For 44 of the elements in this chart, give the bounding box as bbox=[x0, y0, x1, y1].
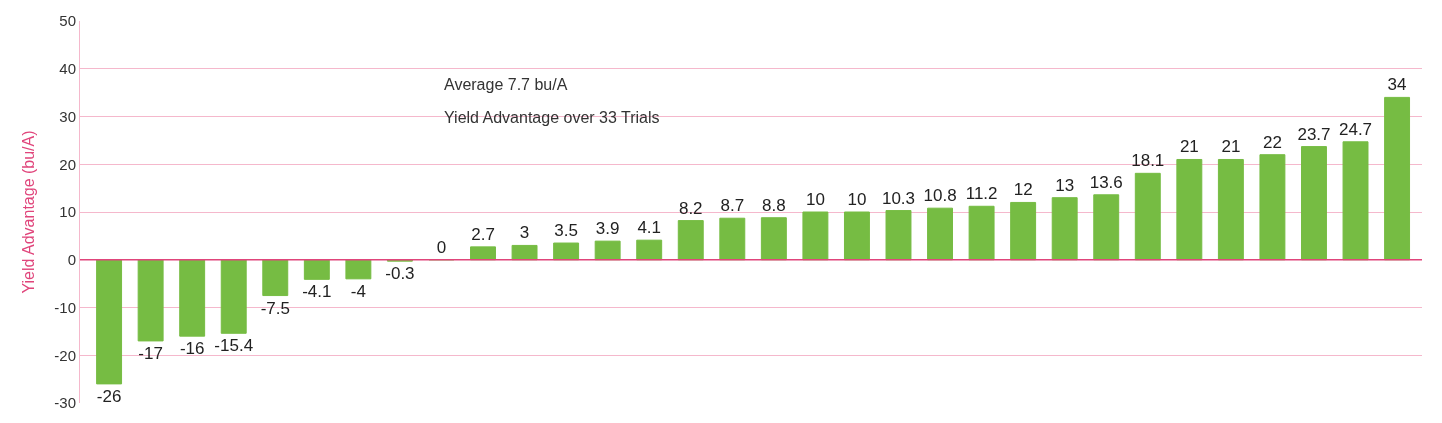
y-axis-title: Yield Advantage (bu/A) bbox=[20, 130, 38, 294]
data-label: 21 bbox=[1221, 137, 1241, 157]
data-label: -17 bbox=[138, 343, 163, 363]
annotation: Yield Advantage over 33 Trials bbox=[444, 109, 660, 126]
data-label: -16 bbox=[179, 339, 205, 359]
y-tick-label: -30 bbox=[54, 394, 76, 412]
y-tick-label: 20 bbox=[59, 155, 76, 173]
data-label: -26 bbox=[96, 386, 122, 406]
data-label: -15.4 bbox=[214, 336, 254, 356]
data-label: 12 bbox=[1013, 180, 1033, 200]
data-label: 8.8 bbox=[762, 195, 786, 215]
data-label: 8.7 bbox=[720, 196, 745, 216]
data-label: 34 bbox=[1387, 75, 1407, 95]
data-label: 10 bbox=[805, 190, 825, 209]
data-label: -0.3 bbox=[385, 264, 415, 284]
y-tick-label: 50 bbox=[59, 12, 76, 30]
data-label: 13 bbox=[1055, 175, 1075, 195]
data-label: 11.2 bbox=[965, 184, 998, 204]
y-tick-label: 0 bbox=[67, 251, 76, 268]
data-label: 2.7 bbox=[471, 224, 495, 244]
data-label: 3.9 bbox=[595, 219, 620, 239]
data-label: 3 bbox=[519, 223, 530, 243]
annotation: Average 7.7 bu/A bbox=[444, 76, 568, 93]
data-label: 8.2 bbox=[678, 198, 703, 218]
data-label: 10.3 bbox=[881, 188, 916, 208]
y-tick-label: -20 bbox=[54, 346, 76, 364]
y-tick-label: 40 bbox=[59, 60, 76, 77]
y-tick-label: 10 bbox=[59, 203, 76, 221]
y-tick-label: 30 bbox=[59, 107, 76, 125]
data-label: 3.5 bbox=[554, 221, 578, 241]
data-label: 21 bbox=[1179, 137, 1199, 157]
data-label: -4 bbox=[350, 281, 366, 301]
data-label: 10 bbox=[847, 190, 867, 209]
data-label: 24.7 bbox=[1338, 119, 1373, 139]
data-label: 23.7 bbox=[1297, 124, 1331, 144]
data-label: 0 bbox=[436, 237, 447, 257]
data-label: -7.5 bbox=[260, 298, 290, 318]
data-label: 13.6 bbox=[1089, 172, 1123, 192]
data-label: 10.8 bbox=[923, 186, 957, 206]
data-label: 22 bbox=[1262, 132, 1282, 152]
y-tick-label: -10 bbox=[54, 298, 76, 316]
data-label: 4.1 bbox=[637, 218, 662, 238]
data-label: 18.1 bbox=[1131, 151, 1165, 171]
data-label: -4.1 bbox=[302, 282, 332, 302]
